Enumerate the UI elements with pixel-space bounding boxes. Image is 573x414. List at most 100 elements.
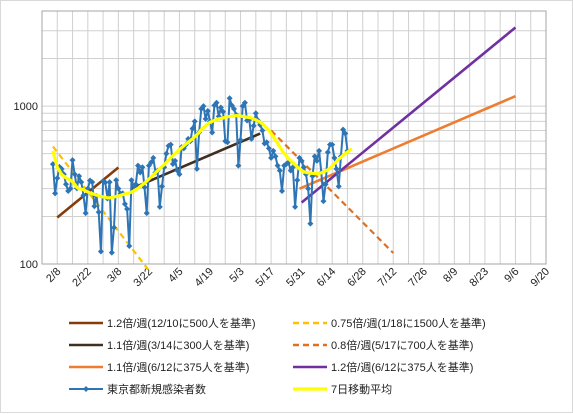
data-point (209, 129, 216, 136)
data-point (213, 99, 220, 106)
data-point (335, 183, 342, 190)
trend-line-3 (270, 129, 395, 254)
data-point (270, 147, 277, 154)
x-tick-label: 3/22 (131, 266, 155, 290)
data-point (67, 185, 74, 192)
legend-label: 7日移動平均 (331, 382, 392, 396)
data-point (143, 210, 150, 217)
data-point (305, 185, 312, 192)
data-point (156, 203, 163, 210)
x-tick-label: 9/20 (528, 266, 552, 290)
data-point (69, 157, 76, 164)
x-tick-label: 9/6 (502, 266, 521, 285)
data-point (248, 135, 255, 142)
data-point (52, 190, 59, 197)
x-tick-label: 2/22 (70, 266, 94, 290)
data-point (202, 115, 209, 122)
data-point (263, 139, 270, 146)
data-point (163, 150, 170, 157)
legend-label: 1.2倍/週(12/10に500人を基準) (107, 316, 256, 330)
data-point (91, 203, 98, 210)
data-point (329, 141, 336, 148)
data-point (259, 127, 266, 134)
data-point (82, 210, 89, 217)
data-point (78, 179, 85, 186)
data-point (272, 153, 279, 160)
legend-item: 0.75倍/週(1/18に1500人を基準) (293, 316, 486, 330)
data-point (135, 162, 141, 169)
legend-label: 1.2倍/週(6/12に375人を基準) (331, 360, 473, 374)
data-point (237, 136, 244, 143)
data-point (316, 147, 323, 154)
data-point (111, 224, 117, 231)
legend-label: 1.1倍/週(6/12に375人を基準) (107, 360, 249, 374)
trend-line-1 (52, 145, 150, 272)
data-point (176, 171, 183, 178)
x-tick-label: 6/28 (345, 266, 369, 290)
data-point (331, 154, 338, 161)
data-point (220, 108, 227, 115)
data-point (298, 157, 305, 164)
data-point (189, 125, 196, 132)
data-point (200, 103, 207, 110)
data-point (265, 145, 272, 152)
data-point (204, 108, 211, 115)
data-point (102, 179, 109, 186)
data-point (54, 175, 61, 182)
legend-item: 1.2倍/週(6/12に375人を基準) (293, 360, 473, 374)
data-point (108, 249, 115, 256)
series-layer (49, 26, 517, 272)
data-point (121, 200, 128, 207)
data-point (250, 122, 257, 129)
data-point (333, 165, 340, 172)
data-point (139, 164, 146, 171)
data-point (235, 162, 242, 169)
data-point (322, 181, 329, 188)
data-point (132, 181, 139, 188)
data-point (274, 162, 281, 169)
legend: 1.2倍/週(12/10に500人を基準) 0.75倍/週(1/18に1500人を… (69, 316, 486, 396)
legend-label: 1.1倍/週(3/14に300人を基準) (107, 338, 249, 352)
data-point (292, 203, 299, 210)
data-point (313, 157, 320, 164)
legend-label: 0.75倍/週(1/18に1500人を基準) (331, 316, 486, 330)
data-point (342, 130, 349, 137)
gridlines (41, 10, 547, 265)
legend-item: 東京都新規感染者数 (69, 382, 206, 396)
x-tick-label: 8/23 (467, 266, 491, 290)
data-point (241, 99, 248, 106)
data-point (71, 171, 78, 178)
x-tick-label: 5/31 (284, 266, 308, 290)
data-point (191, 118, 198, 125)
data-point (217, 104, 224, 111)
data-point (300, 164, 307, 171)
data-point (294, 177, 301, 184)
moving-average-line (51, 113, 353, 200)
data-point (226, 95, 233, 102)
x-tick-label: 5/17 (254, 266, 278, 290)
data-point (172, 157, 179, 164)
x-tick-label: 2/8 (44, 266, 63, 285)
x-tick-label: 6/14 (315, 266, 339, 290)
legend-marker (83, 386, 89, 392)
x-tick-label: 7/26 (406, 266, 430, 290)
data-point (76, 173, 83, 180)
x-tick-label: 3/8 (105, 266, 124, 285)
data-point (89, 179, 96, 186)
data-point (137, 169, 144, 176)
x-tick-label: 8/9 (441, 266, 460, 285)
data-point (106, 179, 113, 186)
data-point (311, 153, 318, 160)
x-tick-label: 7/12 (376, 266, 400, 290)
x-tick-label: 5/3 (227, 266, 246, 285)
data-point (97, 248, 104, 255)
data-point (126, 243, 133, 250)
data-point (252, 110, 259, 117)
data-point (128, 177, 135, 184)
data-point (193, 165, 200, 172)
x-tick-label: 4/19 (192, 266, 216, 290)
data-point (80, 192, 87, 199)
legend-label: 0.8倍/週(5/17に700人を基準) (331, 338, 473, 352)
data-point (324, 149, 331, 156)
